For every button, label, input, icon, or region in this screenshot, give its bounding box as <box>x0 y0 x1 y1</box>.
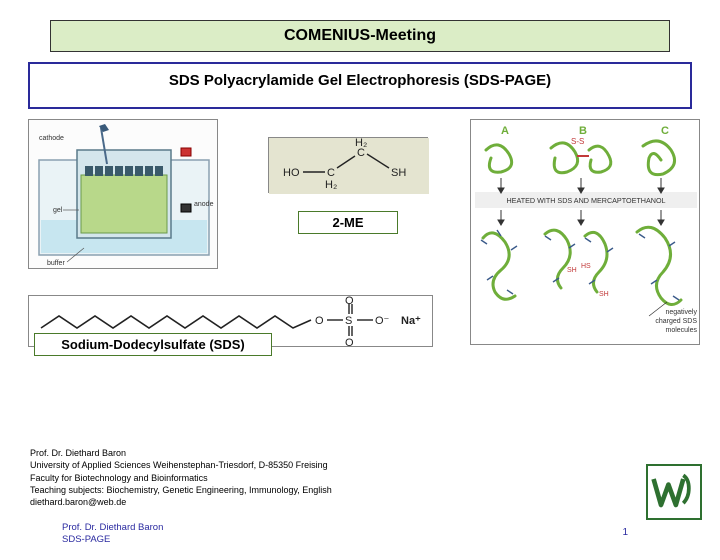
svg-text:S: S <box>345 315 352 327</box>
page-number: 1 <box>622 527 628 538</box>
svg-text:C: C <box>661 125 669 137</box>
bio-block: Prof. Dr. Diethard Baron University of A… <box>30 447 530 508</box>
svg-text:HO: HO <box>283 167 300 179</box>
footer-name2: SDS-PAGE <box>62 534 163 546</box>
svg-text:O: O <box>315 315 324 327</box>
footer-author: Prof. Dr. Diethard Baron SDS-PAGE <box>62 522 163 546</box>
anode-label: anode <box>194 201 214 208</box>
buffer-label: buffer <box>47 260 65 267</box>
svg-text:S-S: S-S <box>571 137 584 146</box>
title-text: SDS Polyacrylamide Gel Electrophoresis (… <box>169 72 551 89</box>
footer-name1: Prof. Dr. Diethard Baron <box>62 522 163 534</box>
label-2me-text: 2-ME <box>332 215 363 230</box>
bio-line2: University of Applied Sciences Weihenste… <box>30 459 530 471</box>
header-title: COMENIUS-Meeting <box>284 27 436 44</box>
label-sds: Sodium-Dodecylsulfate (SDS) <box>34 333 272 356</box>
svg-text:A: A <box>501 125 509 137</box>
svg-text:B: B <box>579 125 587 137</box>
cathode-label: cathode <box>39 135 64 142</box>
heat-text: HEATED WITH SDS AND MERCAPTOETHANOL <box>506 196 665 205</box>
svg-text:Na⁺: Na⁺ <box>401 315 421 327</box>
svg-text:SH: SH <box>599 291 609 298</box>
gel-apparatus-diagram: cathode anode gel buffer <box>28 119 218 269</box>
header-box: COMENIUS-Meeting <box>50 20 670 52</box>
bio-line5: diethard.baron@web.de <box>30 496 530 508</box>
label-sds-text: Sodium-Dodecylsulfate (SDS) <box>61 337 244 352</box>
2me-structure: HO C H₂ C H₂ SH <box>268 137 428 193</box>
label-2me: 2-ME <box>298 211 398 234</box>
svg-text:negatively: negatively <box>665 309 697 316</box>
svg-text:O: O <box>345 337 354 348</box>
svg-text:H₂: H₂ <box>355 138 367 149</box>
svg-text:O⁻: O⁻ <box>375 315 390 327</box>
svg-text:charged SDS: charged SDS <box>655 318 697 325</box>
bio-line1: Prof. Dr. Diethard Baron <box>30 447 530 459</box>
protein-diagram: A B C S-S HEATED WITH SDS AND MERCAPTOET… <box>470 119 700 345</box>
gel-label: gel <box>53 207 63 214</box>
svg-text:O: O <box>345 296 354 307</box>
bio-line3: Faculty for Biotechnology and Bioinforma… <box>30 472 530 484</box>
svg-text:C: C <box>327 167 335 179</box>
title-box: SDS Polyacrylamide Gel Electrophoresis (… <box>28 62 692 109</box>
logo <box>646 464 702 520</box>
svg-text:molecules: molecules <box>665 327 697 334</box>
svg-text:SH: SH <box>567 267 577 274</box>
svg-text:SH: SH <box>391 167 406 179</box>
content-area: cathode anode gel buffer HO C H₂ C H₂ SH… <box>28 119 692 359</box>
bio-line4: Teaching subjects: Biochemistry, Genetic… <box>30 484 530 496</box>
svg-text:H₂: H₂ <box>325 179 337 191</box>
svg-text:HS: HS <box>581 263 591 270</box>
